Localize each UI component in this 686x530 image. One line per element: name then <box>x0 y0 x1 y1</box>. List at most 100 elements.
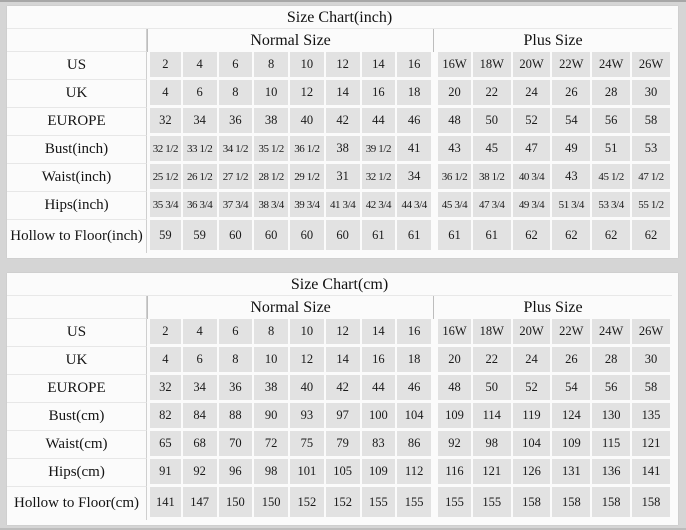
row-label: Hips(cm) <box>7 459 148 487</box>
size-value-cell: 38 1/2 <box>472 164 513 192</box>
size-value-cell: 109 <box>552 431 593 459</box>
size-value-cell: 34 1/2 <box>218 136 255 164</box>
size-value-cell: 14 <box>361 319 398 347</box>
size-value-cell: 39 3/4 <box>290 192 326 220</box>
size-value-cell: 155 <box>397 487 434 520</box>
size-value-cell: 55 1/2 <box>631 192 672 220</box>
size-value-cell: 152 <box>325 487 362 520</box>
size-value-cell: 72 <box>254 431 291 459</box>
size-value-cell: 119 <box>512 403 553 431</box>
table-row: EUROPE 32 34 36 38 40 42 44 46 48 50 52 54 56 58 <box>7 108 672 136</box>
size-value-cell: 96 <box>218 459 255 487</box>
size-value-cell: 61 <box>361 220 398 253</box>
size-value-cell: 116 <box>433 459 473 487</box>
row-label: EUROPE <box>7 375 148 403</box>
row-label: US <box>7 319 148 347</box>
size-value-cell: 4 <box>182 52 219 80</box>
size-value-cell: 16 <box>361 80 398 108</box>
size-value-cell: 26W <box>631 319 672 347</box>
size-value-cell: 18 <box>397 80 434 108</box>
size-value-cell: 4 <box>147 347 183 375</box>
size-value-cell: 32 1/2 <box>147 136 183 164</box>
size-value-cell: 114 <box>472 403 513 431</box>
size-value-cell: 42 <box>325 375 362 403</box>
table-title-inch: Size Chart(inch) <box>7 6 672 29</box>
size-value-cell: 158 <box>592 487 632 520</box>
size-group-header: Normal Size <box>147 29 433 52</box>
size-value-cell: 124 <box>552 403 593 431</box>
size-value-cell: 26 1/2 <box>182 164 219 192</box>
size-value-cell: 56 <box>592 108 632 136</box>
size-value-cell: 10 <box>290 52 326 80</box>
size-value-cell: 12 <box>325 319 362 347</box>
size-value-cell: 30 <box>631 80 672 108</box>
size-value-cell: 34 <box>182 108 219 136</box>
size-value-cell: 30 <box>631 347 672 375</box>
size-value-cell: 56 <box>592 375 632 403</box>
size-value-cell: 155 <box>433 487 473 520</box>
size-group-header: Plus Size <box>433 296 672 319</box>
group-header-row: Normal Size Plus Size <box>7 296 672 319</box>
size-value-cell: 86 <box>397 431 434 459</box>
size-value-cell: 150 <box>218 487 255 520</box>
size-value-cell: 42 <box>325 108 362 136</box>
row-label: Hollow to Floor(cm) <box>7 487 148 520</box>
row-label: UK <box>7 347 148 375</box>
row-label: Hollow to Floor(inch) <box>7 220 148 253</box>
size-value-cell: 98 <box>254 459 291 487</box>
size-value-cell: 8 <box>254 52 291 80</box>
size-value-cell: 47 1/2 <box>631 164 672 192</box>
size-value-cell: 8 <box>218 80 255 108</box>
size-value-cell: 97 <box>325 403 362 431</box>
size-value-cell: 62 <box>631 220 672 253</box>
size-value-cell: 35 3/4 <box>147 192 183 220</box>
size-value-cell: 82 <box>147 403 183 431</box>
size-value-cell: 152 <box>290 487 326 520</box>
size-value-cell: 68 <box>182 431 219 459</box>
size-value-cell: 84 <box>182 403 219 431</box>
size-value-cell: 60 <box>325 220 362 253</box>
size-value-cell: 28 <box>592 347 632 375</box>
size-value-cell: 14 <box>325 347 362 375</box>
size-value-cell: 155 <box>361 487 398 520</box>
size-value-cell: 33 1/2 <box>182 136 219 164</box>
size-value-cell: 131 <box>552 459 593 487</box>
size-value-cell: 59 <box>147 220 183 253</box>
size-value-cell: 62 <box>512 220 553 253</box>
size-value-cell: 93 <box>290 403 326 431</box>
size-value-cell: 24 <box>512 80 553 108</box>
size-value-cell: 58 <box>631 375 672 403</box>
size-value-cell: 36 1/2 <box>290 136 326 164</box>
size-value-cell: 16W <box>433 319 473 347</box>
table-row: UK 4 6 8 10 12 14 16 18 20 22 24 26 28 30 <box>7 347 672 375</box>
size-value-cell: 16W <box>433 52 473 80</box>
size-group-header: Normal Size <box>147 296 433 319</box>
size-value-cell: 40 <box>290 108 326 136</box>
table-row: US 2 4 6 8 10 12 14 16 16W 18W 20W 22W 24W 26W <box>7 52 672 80</box>
size-value-cell: 4 <box>147 80 183 108</box>
table-row: Bust(cm) 82 84 88 90 93 97 100 104 109 114 119 124 13… <box>7 403 672 431</box>
size-value-cell: 26W <box>631 52 672 80</box>
size-value-cell: 126 <box>512 459 553 487</box>
size-value-cell: 109 <box>433 403 473 431</box>
size-value-cell: 44 <box>361 375 398 403</box>
size-value-cell: 38 3/4 <box>254 192 291 220</box>
size-value-cell: 105 <box>325 459 362 487</box>
size-value-cell: 16 <box>397 319 434 347</box>
size-value-cell: 22W <box>552 319 593 347</box>
row-label: US <box>7 52 148 80</box>
row-label: Hips(inch) <box>7 192 148 220</box>
size-value-cell: 38 <box>325 136 362 164</box>
size-value-cell: 38 <box>254 108 291 136</box>
size-value-cell: 59 <box>182 220 219 253</box>
size-value-cell: 158 <box>552 487 593 520</box>
size-table-cm: Normal Size Plus Size US 2 4 6 8 10 12 14 16 16W 18W… <box>7 296 672 520</box>
size-value-cell: 8 <box>218 347 255 375</box>
size-value-cell: 98 <box>472 431 513 459</box>
size-value-cell: 58 <box>631 108 672 136</box>
size-value-cell: 104 <box>397 403 434 431</box>
size-value-cell: 43 <box>552 164 593 192</box>
size-value-cell: 62 <box>592 220 632 253</box>
size-value-cell: 43 <box>433 136 473 164</box>
